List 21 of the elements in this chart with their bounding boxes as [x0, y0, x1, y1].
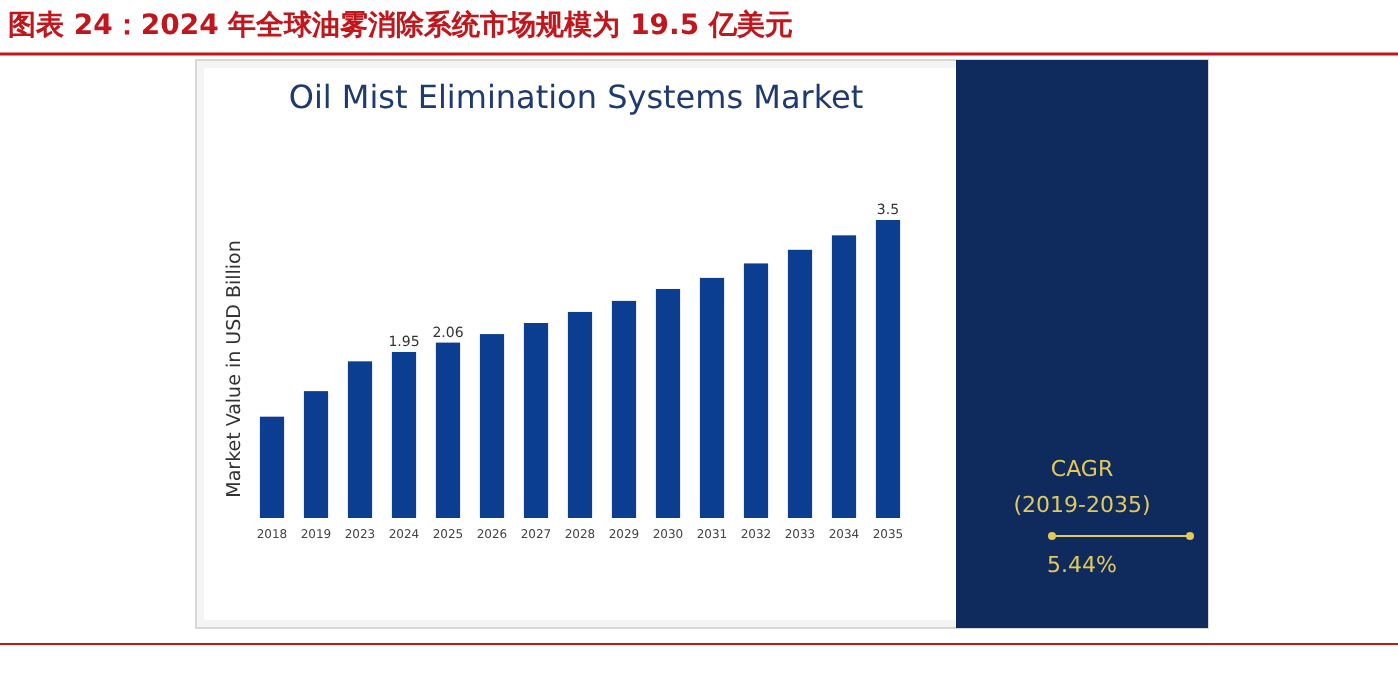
- bar: [611, 300, 637, 518]
- chart-title: 图表 24：2024 年全球油雾消除系统市场规模为 19.5 亿美元: [8, 8, 793, 42]
- bar: [655, 288, 681, 518]
- bar: [567, 311, 593, 518]
- text: 5.44%: [1047, 552, 1117, 578]
- bar: [303, 391, 329, 518]
- bar: [743, 263, 769, 518]
- bar: [391, 351, 417, 518]
- text: CAGR: [1050, 456, 1114, 482]
- bar: [523, 323, 549, 518]
- text: (2019-2035): [1013, 492, 1151, 518]
- bar: [479, 334, 505, 518]
- bar: [875, 220, 901, 518]
- bar: [259, 416, 285, 518]
- bar: [699, 277, 725, 518]
- bar: [347, 361, 373, 518]
- bar: [435, 342, 461, 518]
- bar: [831, 235, 857, 518]
- bar: [787, 249, 813, 518]
- y-axis-title: Market Value in USD Billion: [224, 240, 246, 498]
- chart-subtitle: Oil Mist Elimination Systems Market: [288, 78, 864, 116]
